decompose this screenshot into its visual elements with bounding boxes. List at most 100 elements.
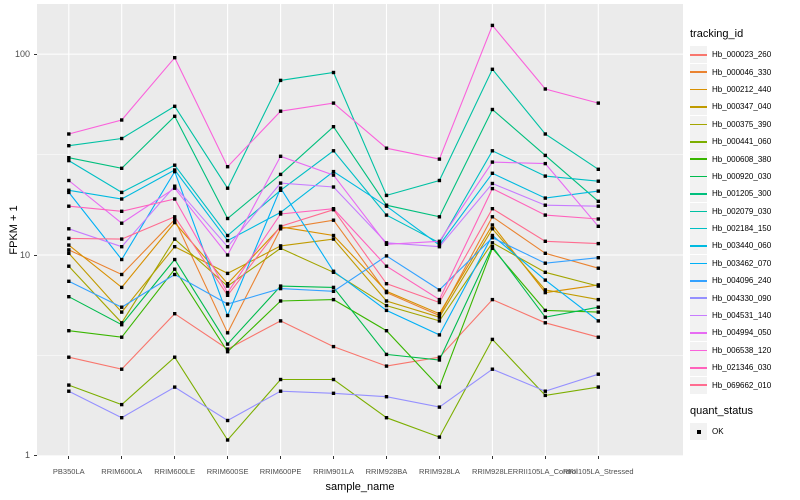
x-axis-tick: [544, 456, 546, 459]
data-point: [67, 329, 71, 333]
x-axis-tick: [491, 456, 493, 459]
legend-item-label: Hb_002184_150: [712, 224, 772, 234]
x-axis-tick: [227, 456, 229, 459]
data-point: [120, 190, 124, 195]
data-point: [173, 257, 177, 262]
legend-item: Hb_003440_060: [690, 237, 800, 255]
data-point: [490, 181, 495, 186]
legend-item: Hb_000046_330: [690, 63, 800, 81]
legend-key-line-icon: [690, 314, 707, 317]
data-point: [543, 174, 547, 178]
data-point: [543, 389, 547, 393]
legend-key-swatch: [690, 254, 707, 272]
data-point: [225, 165, 230, 169]
legend-item: Hb_000441_060: [690, 133, 800, 151]
legend-key-line-icon: [690, 297, 707, 300]
data-point: [120, 272, 124, 277]
data-point: [437, 319, 442, 323]
data-point: [384, 282, 389, 286]
legend-key-swatch: [690, 167, 707, 185]
data-point: [490, 236, 495, 240]
legend-item-label: Hb_004330_090: [712, 293, 772, 303]
legend-item-label: Hb_000023_260: [712, 50, 772, 60]
data-point: [278, 212, 283, 216]
data-point: [67, 264, 71, 268]
legend-key-line-icon: [690, 245, 707, 247]
legend-item: Hb_069662_010: [690, 376, 800, 394]
data-point: [384, 264, 389, 268]
data-point: [543, 161, 547, 166]
data-point: [173, 237, 177, 241]
data-point: [331, 391, 336, 395]
x-tick-label: RRIM600LE: [154, 467, 196, 476]
data-point: [596, 204, 600, 208]
data-point: [173, 312, 177, 316]
data-point: [225, 245, 230, 249]
quant-status-items: OK: [690, 423, 800, 440]
legend-key-swatch: [690, 133, 707, 151]
y-axis-tick: [34, 455, 37, 457]
x-axis-tick: [597, 456, 599, 459]
data-point: [225, 282, 230, 286]
data-point: [543, 87, 547, 91]
legend-key-swatch: [690, 98, 707, 116]
data-point: [596, 372, 600, 376]
data-point: [67, 243, 71, 247]
data-point: [596, 256, 600, 260]
legend-key-swatch: [690, 46, 707, 64]
data-point: [278, 319, 283, 323]
data-point: [331, 233, 336, 238]
data-point: [278, 186, 283, 190]
data-point: [596, 310, 600, 314]
data-point: [225, 216, 230, 221]
data-point: [596, 266, 600, 270]
legend-key-swatch: [690, 307, 707, 325]
data-point: [596, 101, 600, 105]
data-point: [278, 181, 283, 185]
data-point: [596, 297, 600, 302]
data-point: [331, 125, 336, 129]
data-point: [278, 284, 283, 288]
data-point: [331, 237, 336, 241]
x-axis-tick: [333, 456, 335, 459]
legend-item-label: Hb_000920_030: [712, 171, 772, 181]
data-point: [331, 285, 336, 290]
data-point: [173, 104, 177, 108]
data-point: [173, 272, 177, 277]
legend-item-label: Hb_004096_240: [712, 276, 772, 286]
data-point: [543, 261, 547, 265]
legend-key-line-icon: [690, 349, 707, 352]
data-point: [225, 331, 230, 335]
data-point: [278, 246, 283, 250]
data-point: [278, 286, 283, 291]
data-point: [173, 217, 177, 222]
legend-item-label: Hb_004994_050: [712, 328, 772, 338]
data-point: [225, 342, 230, 346]
data-point: [543, 251, 547, 255]
data-point: [384, 329, 389, 333]
data-point: [490, 23, 495, 28]
data-point: [437, 312, 442, 316]
data-point: [120, 166, 124, 170]
legend-key-swatch: [690, 341, 707, 359]
legend-item: Hb_004330_090: [690, 289, 800, 307]
data-point: [120, 197, 124, 201]
data-point: [437, 315, 442, 319]
data-point: [331, 169, 336, 174]
legend-item: Hb_004096_240: [690, 272, 800, 290]
legend-key-line-icon: [690, 384, 707, 386]
data-point: [67, 156, 71, 160]
x-tick-label: RRIM928LE: [471, 467, 513, 476]
legend-key-swatch: [690, 202, 707, 220]
data-point: [225, 347, 230, 351]
y-tick-label: 10: [19, 249, 30, 260]
data-point: [67, 178, 71, 183]
data-point: [437, 215, 442, 219]
data-point: [278, 227, 283, 231]
legend-item: Hb_000375_390: [690, 115, 800, 133]
data-point: [490, 107, 495, 112]
data-point: [278, 377, 283, 382]
data-point: [543, 132, 547, 136]
data-point: [490, 245, 495, 249]
